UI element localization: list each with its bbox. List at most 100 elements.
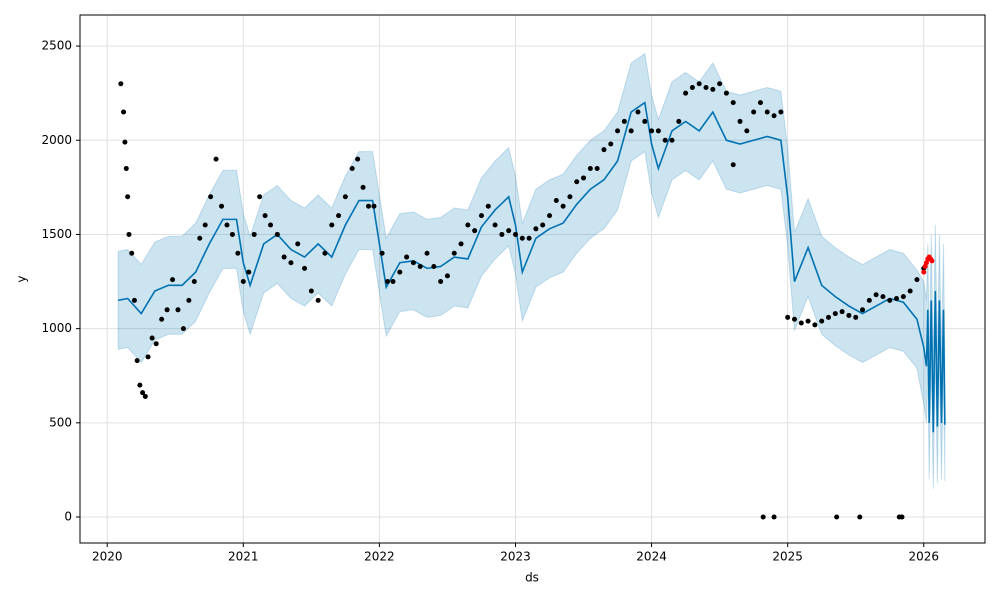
observed-point <box>208 194 214 200</box>
observed-point <box>246 269 252 275</box>
observed-point <box>224 222 230 228</box>
observed-point <box>315 297 321 303</box>
observed-point <box>404 254 410 260</box>
observed-point <box>431 263 437 269</box>
observed-point <box>164 307 170 313</box>
observed-point <box>526 235 532 241</box>
observed-point <box>197 235 203 241</box>
observed-point <box>274 231 280 237</box>
observed-point <box>281 254 287 260</box>
observed-point <box>519 235 525 241</box>
observed-point <box>219 203 225 209</box>
observed-point <box>159 316 165 322</box>
plot-frame <box>79 14 986 544</box>
observed-point <box>397 269 403 275</box>
observed-point <box>723 90 729 96</box>
observed-point <box>594 166 600 172</box>
observed-point <box>764 109 770 115</box>
observed-point <box>805 318 811 324</box>
observed-point <box>669 137 675 143</box>
observed-point <box>131 297 137 303</box>
observed-point <box>547 213 553 219</box>
observed-point <box>791 316 797 322</box>
x-tick-label: 2022 <box>364 550 395 564</box>
observed-point <box>336 213 342 219</box>
observed-point <box>757 100 763 106</box>
observed-point <box>601 147 607 153</box>
y-tick-label: 1500 <box>41 227 72 241</box>
observed-point <box>683 90 689 96</box>
observed-point <box>492 222 498 228</box>
observed-point <box>887 297 893 303</box>
observed-point <box>894 295 900 301</box>
observed-point <box>621 118 627 124</box>
observed-point <box>540 222 546 228</box>
observed-point <box>771 113 777 119</box>
observed-point <box>410 260 416 266</box>
observed-point <box>202 222 208 228</box>
observed-point <box>302 265 308 271</box>
observed-point <box>125 194 131 200</box>
observed-point <box>655 128 661 134</box>
observed-point <box>140 390 146 396</box>
observed-point <box>798 320 804 326</box>
observed-point <box>737 118 743 124</box>
observed-point <box>914 277 920 283</box>
observed-point <box>360 184 366 190</box>
observed-point <box>308 288 314 294</box>
observed-point <box>506 228 512 234</box>
observed-point <box>329 222 335 228</box>
observed-point <box>907 288 913 294</box>
x-tick-label: 2024 <box>636 550 667 564</box>
observed-point <box>240 279 246 285</box>
x-tick-label: 2023 <box>500 550 531 564</box>
observed-point <box>730 162 736 168</box>
observed-point <box>899 514 905 520</box>
observed-point <box>153 341 159 347</box>
observed-point <box>812 322 818 328</box>
observed-point <box>438 279 444 285</box>
observed-point <box>268 222 274 228</box>
observed-point <box>417 263 423 269</box>
observed-point <box>560 203 566 209</box>
observed-point <box>366 203 372 209</box>
observed-point <box>608 141 614 147</box>
observed-point <box>229 231 235 237</box>
x-axis-label: ds <box>525 571 539 585</box>
observed-point <box>379 250 385 256</box>
observed-point <box>121 109 127 115</box>
observed-point <box>424 250 430 256</box>
observed-point <box>129 250 135 256</box>
observed-point <box>785 314 791 320</box>
observed-point <box>444 273 450 279</box>
observed-point <box>834 514 840 520</box>
observed-point <box>533 226 539 232</box>
observed-point <box>170 277 176 283</box>
observed-point <box>615 128 621 134</box>
observed-point <box>295 241 301 247</box>
x-tick-label: 2021 <box>228 550 259 564</box>
observed-point <box>122 139 128 145</box>
observed-point <box>635 109 641 115</box>
x-tick-label: 2025 <box>772 550 803 564</box>
observed-point <box>123 166 129 172</box>
y-tick-label: 2500 <box>41 39 72 53</box>
observed-point <box>873 292 879 298</box>
observed-point <box>472 228 478 234</box>
y-tick-label: 0 <box>64 510 72 524</box>
observed-point <box>642 118 648 124</box>
observed-point <box>451 250 457 256</box>
uncertainty-band <box>117 52 946 489</box>
observed-point <box>553 198 559 204</box>
observed-point <box>860 307 866 313</box>
observed-point <box>825 314 831 320</box>
observed-point <box>581 175 587 181</box>
y-axis-label: y <box>15 275 29 282</box>
observed-point <box>465 222 471 228</box>
observed-point <box>567 194 573 200</box>
observed-point <box>574 179 580 185</box>
y-tick-label: 500 <box>49 415 72 429</box>
observed-point <box>689 85 695 91</box>
observed-point <box>342 194 348 200</box>
